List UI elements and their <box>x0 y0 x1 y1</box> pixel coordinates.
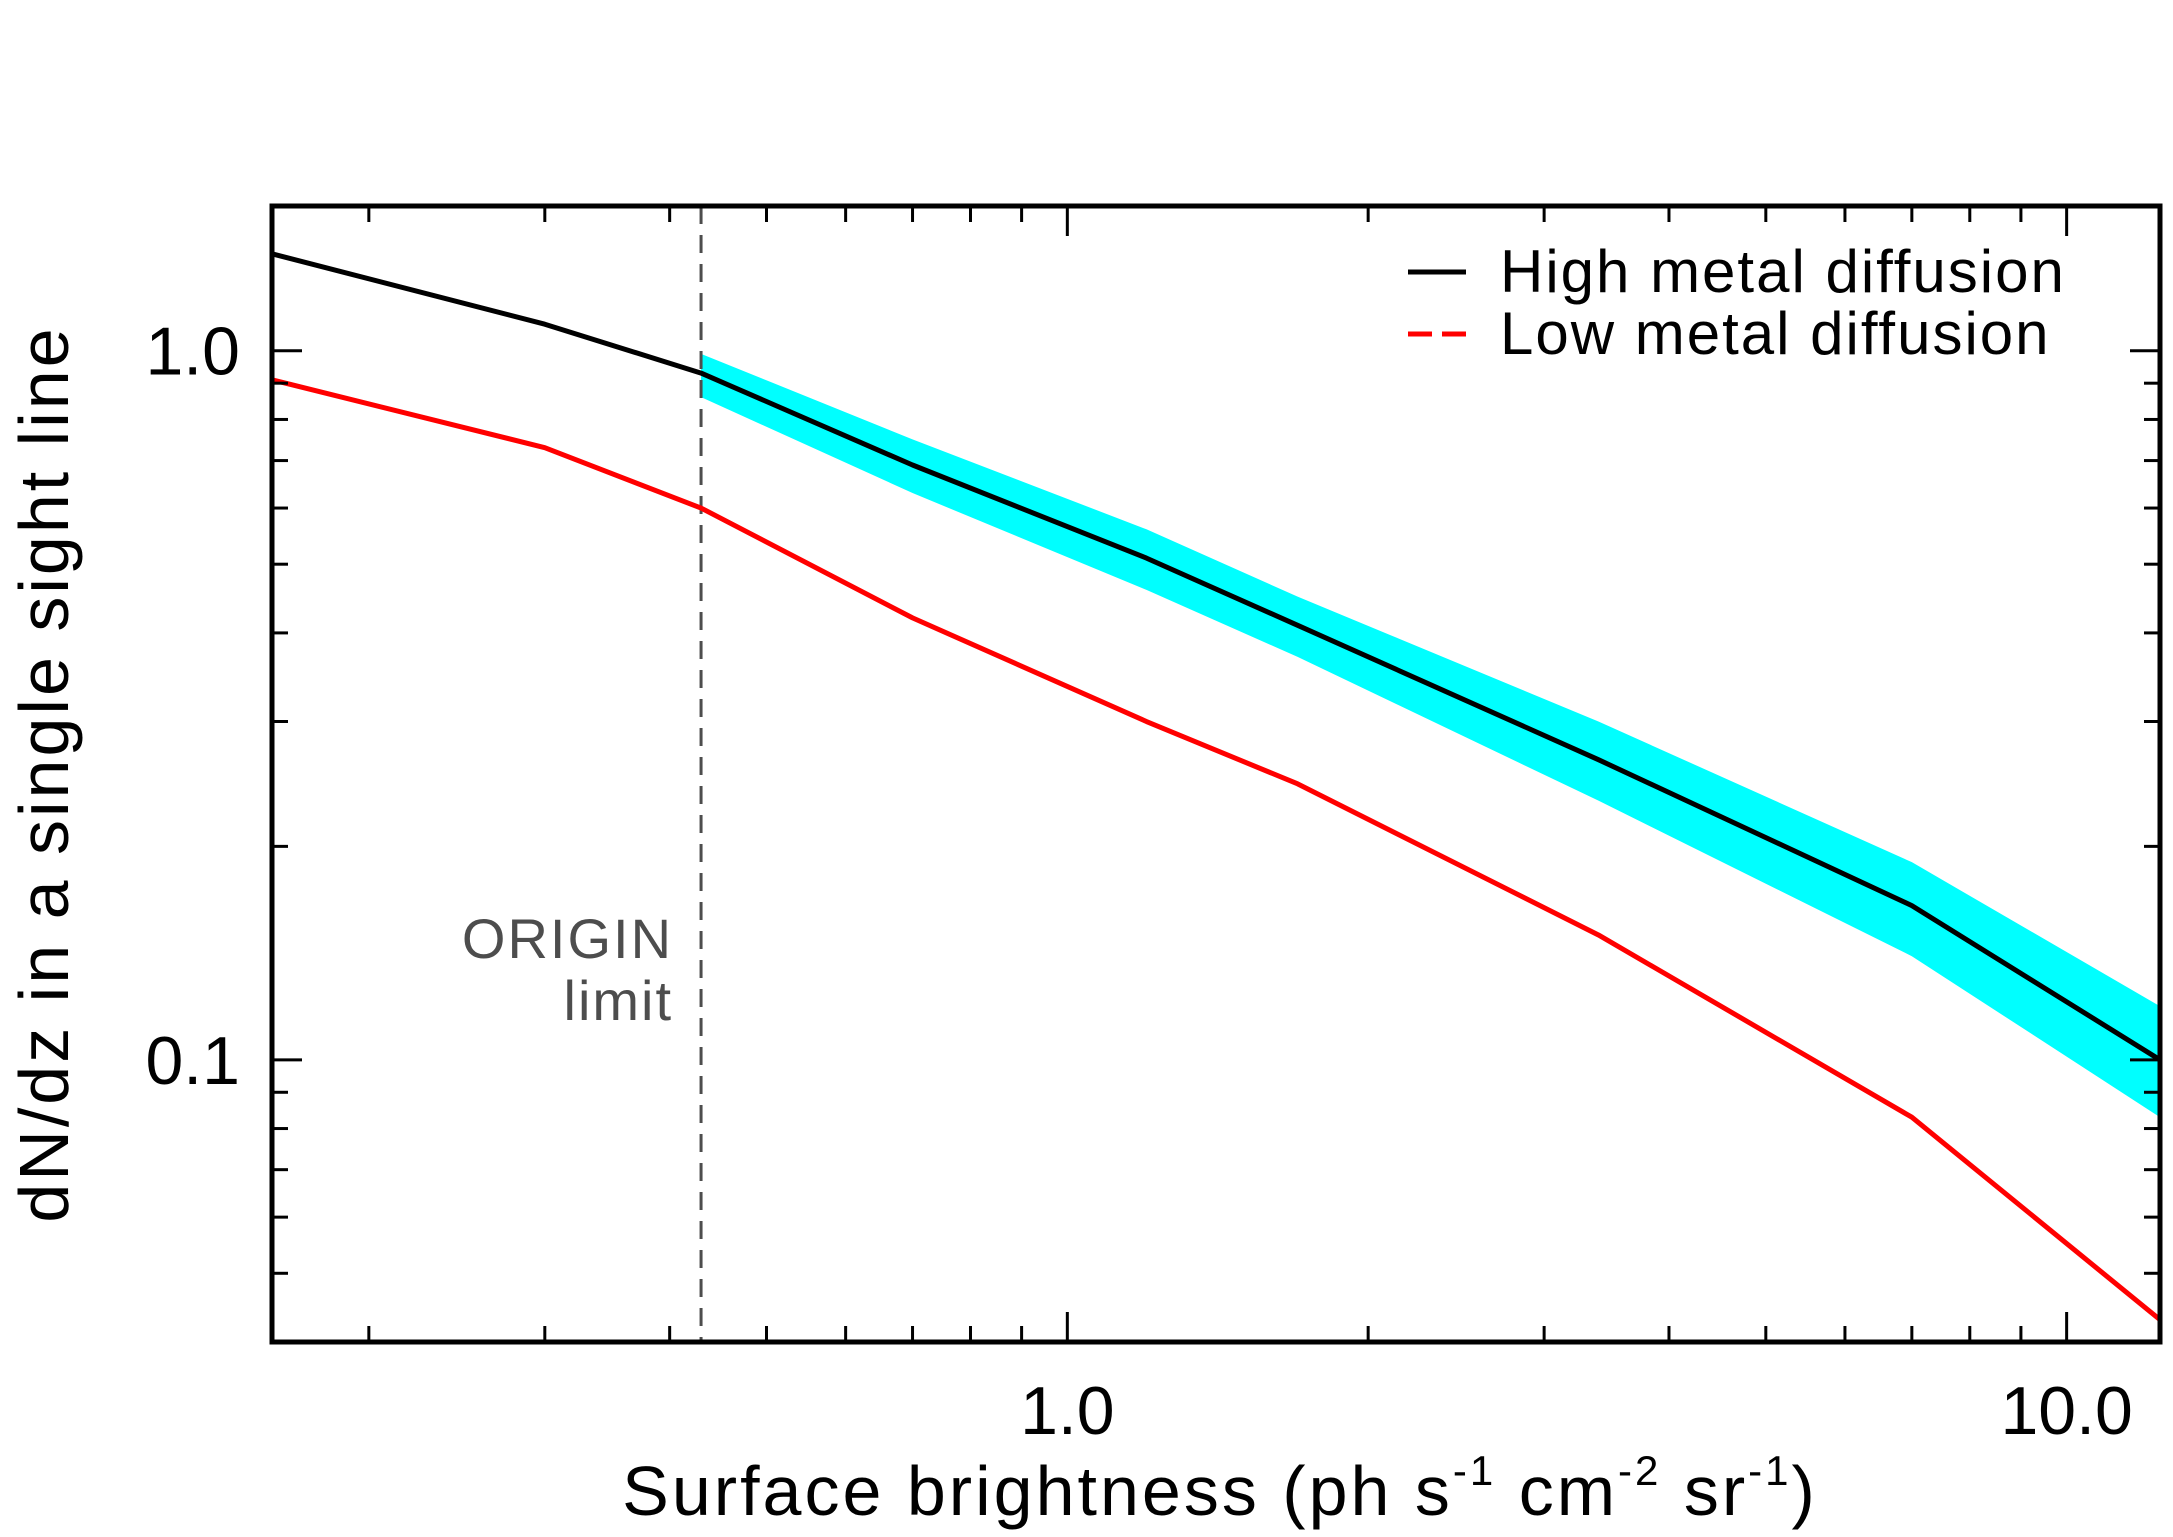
x-axis-title-main: Surface brightness (ph s <box>622 1452 1453 1530</box>
x-axis-title-mid1: cm <box>1496 1452 1618 1530</box>
x-axis-title: Surface brightness (ph s-1 cm-2 sr-1) <box>622 1447 1818 1530</box>
x-axis-title-sup1: -1 <box>1453 1447 1496 1494</box>
x-tick-label: 10.0 <box>2000 1373 2132 1449</box>
x-axis-title-end: ) <box>1792 1452 1818 1530</box>
origin-limit-label-line2: limit <box>564 969 674 1032</box>
x-tick-label: 1.0 <box>1020 1373 1115 1449</box>
y-axis-title: dN/dz in a single sight line <box>5 325 83 1222</box>
x-axis-title-mid2: sr <box>1661 1452 1748 1530</box>
x-axis-title-sup3: -1 <box>1748 1447 1791 1494</box>
confidence-band-layer <box>701 353 2160 1118</box>
tick-labels: 1.0 10.0 1.0 0.1 <box>145 314 2132 1449</box>
x-axis-title-sup2: -2 <box>1618 1447 1661 1494</box>
plot-frame <box>269 203 2163 1345</box>
series-line-high-metal <box>271 251 2162 1062</box>
legend-label-high-metal: High metal diffusion <box>1500 238 2066 305</box>
origin-limit-label-line1: ORIGIN <box>462 907 673 970</box>
ticks-layer <box>272 206 2160 1344</box>
y-tick-label: 0.1 <box>145 1023 240 1099</box>
series-line-low-metal <box>271 377 2162 1322</box>
legend-label-low-metal: Low metal diffusion <box>1500 300 2051 367</box>
confidence-band-high-metal <box>701 353 2160 1118</box>
y-tick-label: 1.0 <box>145 314 240 390</box>
legend: High metal diffusion Low metal diffusion <box>1408 238 2066 367</box>
series-layer <box>271 251 2162 1322</box>
